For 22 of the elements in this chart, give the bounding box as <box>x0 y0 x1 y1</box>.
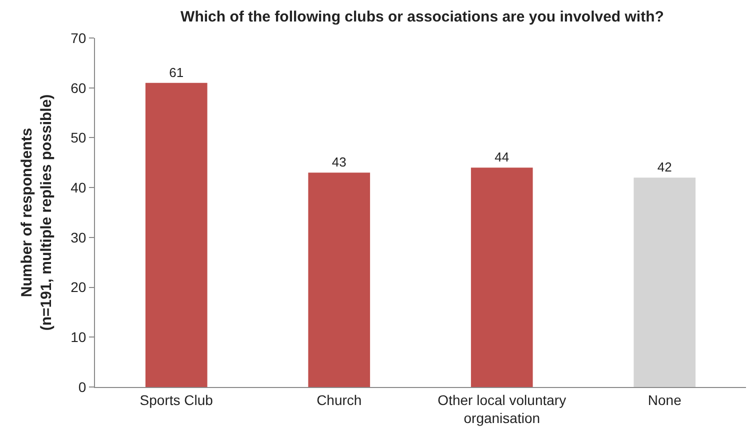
data-label: 44 <box>494 150 510 165</box>
y-tick-label: 40 <box>70 179 86 196</box>
y-tick-label: 0 <box>78 378 86 395</box>
y-tick-label: 10 <box>70 329 86 346</box>
x-tick-label: None <box>648 392 682 408</box>
x-tick-label: Sports Club <box>140 392 214 408</box>
bar <box>145 82 208 387</box>
y-axis-title: Number of respondents (n=191, multiple replies possible) <box>18 94 55 331</box>
data-label: 42 <box>657 160 672 175</box>
bar <box>470 168 533 387</box>
y-tick-label: 30 <box>70 229 86 246</box>
bar <box>308 172 370 387</box>
x-tick-label: Other local voluntary organisation <box>438 392 566 426</box>
y-tick-label: 70 <box>70 30 86 46</box>
data-label: 61 <box>169 64 184 80</box>
y-tick-label: 20 <box>70 279 86 296</box>
chart-title: Which of the following clubs or associations are you involved with? <box>180 8 664 26</box>
bar <box>634 178 696 387</box>
x-tick-label: Church <box>316 392 362 408</box>
y-tick-label: 60 <box>70 80 86 96</box>
y-tick-label: 50 <box>70 130 86 146</box>
data-label: 43 <box>332 154 346 170</box>
